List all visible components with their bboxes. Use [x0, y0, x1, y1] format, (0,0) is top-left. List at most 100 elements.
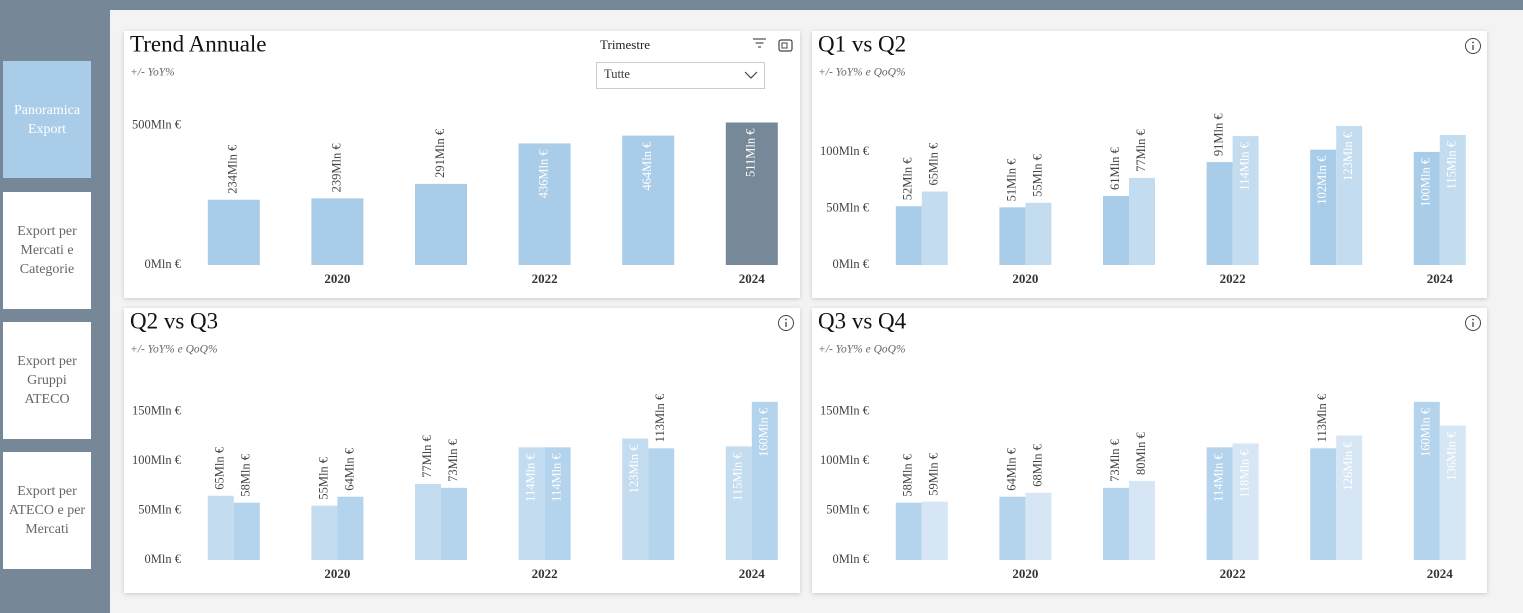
data-label: 113Mln €	[1315, 393, 1329, 442]
data-label: 64Mln €	[1004, 447, 1018, 490]
y-tick-label: 0Mln €	[833, 257, 870, 271]
bar	[999, 207, 1026, 265]
x-tick-label: 2022	[1220, 271, 1246, 286]
bar	[1232, 443, 1259, 560]
info-icon[interactable]	[1465, 38, 1481, 54]
bar	[725, 446, 752, 560]
data-label: 73Mln €	[446, 438, 460, 481]
chart-subtitle: +/- YoY% e QoQ%	[818, 67, 906, 79]
bar	[415, 183, 467, 265]
bar	[1232, 136, 1259, 265]
bar	[311, 505, 338, 560]
data-label: 100Mln €	[1419, 157, 1433, 207]
bar	[1129, 480, 1155, 560]
nav-button[interactable]: Export per Gruppi ATECO	[3, 322, 91, 439]
data-label: 118Mln €	[1237, 449, 1251, 498]
nav-button[interactable]: Export per ATECO e per Mercati	[3, 452, 91, 569]
data-label: 115Mln €	[1445, 140, 1459, 189]
y-tick-label: 150Mln €	[132, 404, 182, 418]
focus-icon[interactable]	[778, 39, 793, 52]
data-label: 55Mln €	[316, 456, 330, 499]
x-tick-label: 2020	[1012, 271, 1038, 286]
chart-subtitle: +/- YoY% e QoQ%	[130, 344, 218, 356]
data-label: 77Mln €	[420, 434, 434, 477]
chart-title: Q3 vs Q4	[818, 308, 907, 333]
bar	[1310, 149, 1337, 265]
bar	[648, 448, 675, 560]
bar	[1206, 162, 1233, 265]
bar	[1310, 448, 1337, 560]
bar	[311, 198, 364, 265]
data-label: 114Mln €	[523, 453, 537, 502]
data-label: 65Mln €	[927, 142, 941, 185]
bar	[1336, 125, 1363, 266]
top-bar	[110, 0, 1523, 10]
data-label: 114Mln €	[549, 453, 563, 502]
data-label: 123Mln €	[627, 444, 641, 494]
focus-icon-inner	[781, 42, 788, 49]
bar	[1413, 151, 1440, 265]
data-label: 80Mln €	[1134, 431, 1148, 474]
info-icon[interactable]	[1465, 315, 1481, 331]
data-label: 126Mln €	[1341, 441, 1355, 491]
chart-title: Q2 vs Q3	[130, 308, 218, 333]
y-tick-label: 100Mln €	[820, 144, 870, 158]
data-label: 511Mln €	[744, 128, 758, 177]
y-tick-label: 0Mln €	[833, 552, 870, 566]
data-label: 51Mln €	[1004, 158, 1018, 201]
bar	[544, 447, 571, 560]
x-tick-label: 2020	[324, 566, 350, 581]
bar	[441, 487, 467, 560]
data-label: 73Mln €	[1108, 438, 1122, 481]
bar	[895, 206, 922, 265]
x-tick-label: 2020	[1012, 566, 1038, 581]
bar	[1025, 202, 1052, 265]
data-label: 160Mln €	[1419, 407, 1433, 457]
bar	[1439, 425, 1466, 560]
data-label: 436Mln €	[536, 149, 550, 199]
info-icon[interactable]	[778, 315, 794, 331]
bar	[518, 143, 571, 265]
slicer-value: Tutte	[604, 67, 630, 81]
x-tick-label: 2020	[324, 271, 350, 286]
bar	[233, 502, 260, 560]
y-tick-label: 150Mln €	[820, 404, 870, 418]
y-tick-label: 50Mln €	[138, 502, 181, 516]
y-tick-label: 50Mln €	[826, 502, 869, 516]
data-label: 91Mln €	[1211, 113, 1225, 156]
data-label: 239Mln €	[329, 143, 343, 193]
data-label: 61Mln €	[1108, 147, 1122, 190]
bar	[1103, 196, 1129, 265]
x-tick-label: 2024	[739, 271, 766, 286]
bar	[207, 495, 234, 560]
data-label: 464Mln €	[640, 141, 654, 191]
bar	[751, 401, 778, 560]
bar	[518, 447, 545, 560]
data-label: 160Mln €	[757, 407, 771, 457]
bar	[622, 135, 675, 265]
chart-title: Q1 vs Q2	[818, 31, 906, 56]
chart-subtitle: +/- YoY% e QoQ%	[818, 344, 906, 356]
data-label: 55Mln €	[1030, 153, 1044, 196]
x-tick-label: 2022	[1220, 566, 1246, 581]
bar	[1129, 177, 1155, 265]
dropdown-chevron	[744, 71, 758, 79]
y-tick-label: 500Mln €	[132, 117, 182, 131]
y-tick-label: 100Mln €	[820, 453, 870, 467]
info-icon-dot	[1472, 41, 1474, 44]
filter-icon[interactable]	[753, 38, 766, 48]
y-tick-label: 0Mln €	[145, 552, 182, 566]
info-icon-dot	[1472, 318, 1474, 321]
data-label: 113Mln €	[653, 393, 667, 442]
bar	[999, 496, 1026, 560]
slicer-dropdown[interactable]	[596, 62, 765, 89]
y-tick-label: 100Mln €	[132, 453, 182, 467]
bar	[725, 122, 778, 265]
slicer-label: Trimestre	[600, 37, 650, 52]
nav-button[interactable]: Export per Mercati e Categorie	[3, 192, 91, 309]
bar	[1103, 487, 1129, 560]
data-label: 58Mln €	[901, 453, 915, 496]
bar	[1439, 134, 1466, 265]
nav-button[interactable]: Panoramica Export	[3, 61, 91, 178]
